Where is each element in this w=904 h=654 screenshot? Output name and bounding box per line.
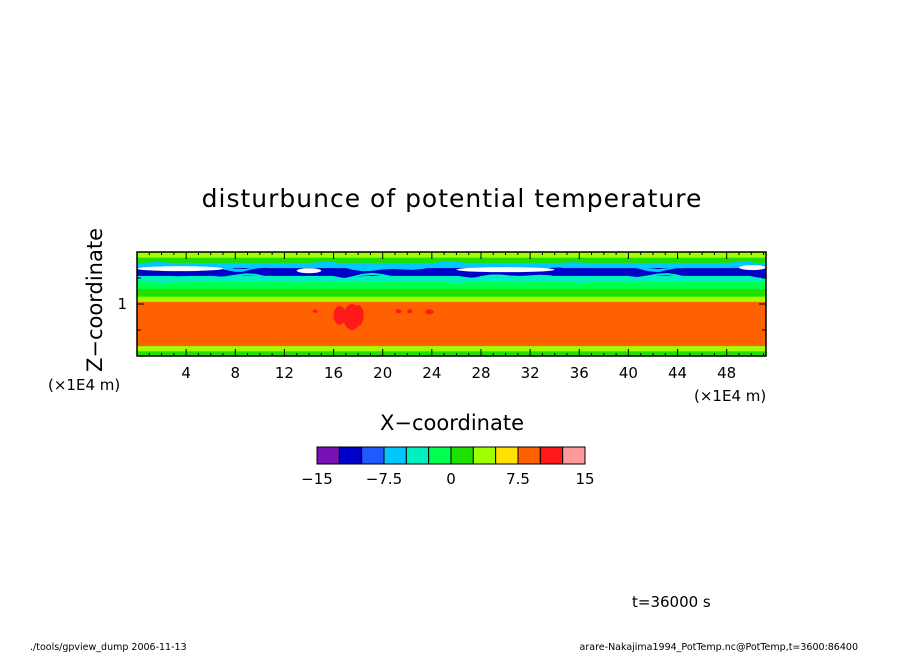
colorbar-swatch bbox=[428, 446, 452, 465]
contour-band-2 bbox=[137, 301, 766, 347]
x-tick-label: 48 bbox=[717, 364, 736, 382]
contour-band-1 bbox=[137, 345, 766, 352]
contour-line-1 bbox=[137, 267, 766, 279]
contour-field bbox=[137, 252, 766, 356]
x-tick-label: 44 bbox=[668, 364, 687, 382]
warm-blob-0 bbox=[333, 306, 346, 325]
contour-band-5 bbox=[137, 280, 766, 289]
colorbar-swatch bbox=[517, 446, 541, 465]
colorbar-swatch bbox=[472, 446, 497, 465]
y-axis-label: Z−coordinate bbox=[83, 228, 107, 372]
cold-streak-2 bbox=[456, 267, 555, 273]
time-label: t=36000 s bbox=[632, 593, 711, 611]
x-axis-unit: (×1E4 m) bbox=[694, 387, 766, 405]
colorbar: −15 −7.5 0 7.5 15 bbox=[301, 446, 595, 488]
cold-streak-0 bbox=[137, 266, 223, 272]
x-tick-label: 36 bbox=[570, 364, 589, 382]
contour-line-2 bbox=[137, 272, 766, 284]
contour-band-3 bbox=[137, 296, 766, 302]
cold-streak-1 bbox=[296, 268, 322, 274]
colorbar-label: −7.5 bbox=[366, 470, 402, 488]
y-axis-unit: (×1E4 m) bbox=[48, 376, 120, 394]
warm-blob-3 bbox=[395, 309, 402, 314]
warm-blob-5 bbox=[425, 309, 434, 315]
colorbar-label: 0 bbox=[446, 470, 456, 488]
x-tick-label: 40 bbox=[619, 364, 638, 382]
colorbar-swatch bbox=[405, 446, 430, 465]
y-tick-label: 1 bbox=[117, 295, 127, 313]
footer-left: ./tools/gpview_dump 2006-11-13 bbox=[30, 642, 187, 653]
contour-band-8 bbox=[137, 262, 766, 269]
colorbar-label: 7.5 bbox=[506, 470, 530, 488]
x-tick-label: 4 bbox=[181, 364, 191, 382]
x-tick-label: 16 bbox=[324, 364, 343, 382]
contour-line-0 bbox=[137, 260, 766, 273]
colorbar-swatch bbox=[495, 446, 519, 465]
warm-blob-4 bbox=[407, 309, 413, 314]
x-tick-label: 28 bbox=[471, 364, 490, 382]
contour-band-0 bbox=[137, 350, 766, 356]
warm-blob-6 bbox=[312, 309, 318, 313]
x-tick-label: 32 bbox=[521, 364, 540, 382]
cold-streak-3 bbox=[738, 265, 766, 271]
colorbar-swatch bbox=[361, 446, 385, 465]
contour-band-9 bbox=[137, 257, 766, 263]
colorbar-swatch bbox=[383, 446, 407, 465]
x-tick-label: 24 bbox=[422, 364, 441, 382]
colorbar-label: −15 bbox=[301, 470, 333, 488]
footer-right: arare-Nakajima1994_PotTemp.nc@PotTemp,t=… bbox=[580, 642, 858, 653]
x-tick-label: 20 bbox=[373, 364, 392, 382]
colorbar-swatch bbox=[338, 446, 363, 465]
colorbar-swatch bbox=[539, 446, 564, 465]
x-axis: 4 8 12 16 20 24 28 32 36 40 44 48 bbox=[148, 252, 765, 382]
chart-title: disturbunce of potential temperature bbox=[202, 184, 703, 213]
x-tick-label: 8 bbox=[231, 364, 241, 382]
x-tick-label: 12 bbox=[275, 364, 294, 382]
contour-band-4 bbox=[137, 288, 766, 297]
x-axis-label: X−coordinate bbox=[380, 411, 524, 435]
colorbar-label: 15 bbox=[575, 470, 594, 488]
colorbar-swatch bbox=[562, 446, 586, 465]
contour-band-6 bbox=[137, 275, 766, 282]
colorbar-swatch bbox=[450, 446, 474, 465]
warm-blob-2 bbox=[352, 305, 364, 326]
y-axis: 1 bbox=[117, 277, 766, 331]
colorbar-swatch bbox=[316, 446, 340, 465]
contour-band-10 bbox=[137, 252, 766, 258]
